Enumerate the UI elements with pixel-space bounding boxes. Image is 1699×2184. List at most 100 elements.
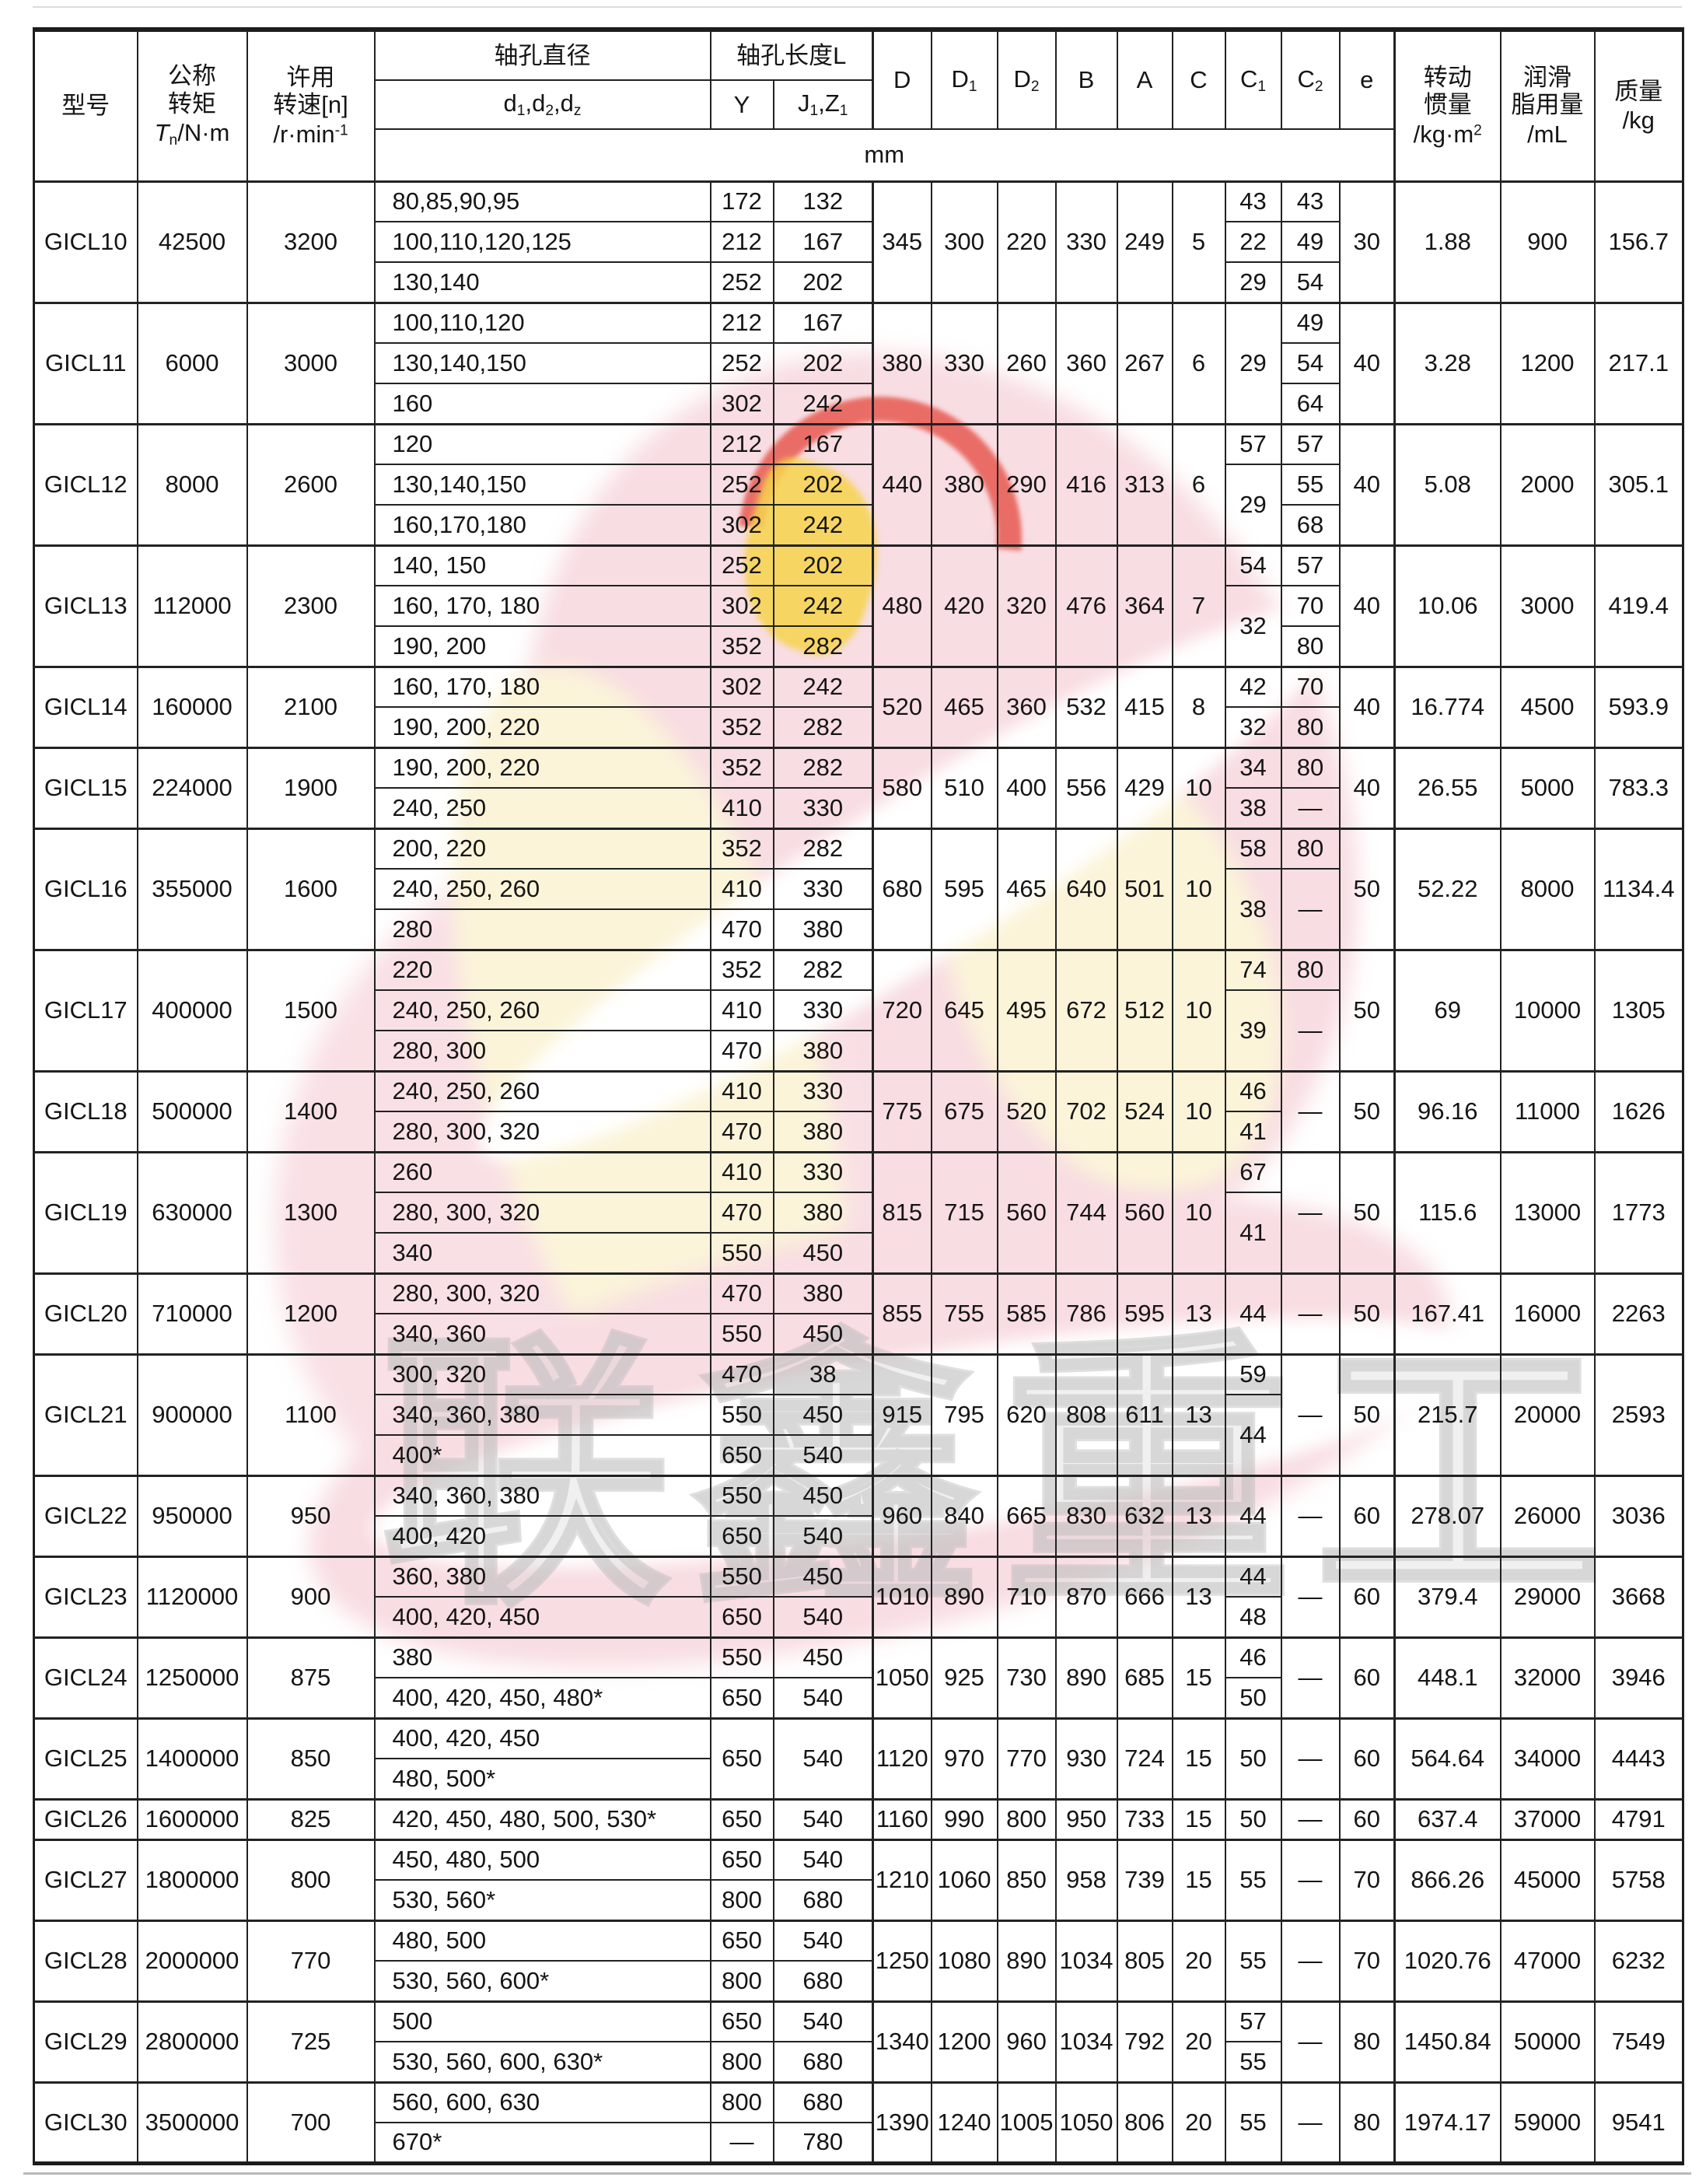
bore-diameter-cell: 480, 500: [373, 1919, 711, 1962]
torque-cell: 710000: [136, 1272, 248, 1355]
th-D1-label: D1: [951, 65, 977, 95]
grease-cell: 8000: [1499, 827, 1596, 950]
dimension-cell: 476: [1054, 544, 1118, 667]
torque-cell: 1120000: [136, 1555, 248, 1638]
bore-diameter-cell: 530, 560*: [373, 1879, 711, 1921]
mass-cell: 217.1: [1593, 301, 1684, 425]
th-C2: C2: [1280, 29, 1341, 130]
dimension-cell: 420: [930, 544, 998, 667]
dimension-cell: 800: [996, 1797, 1057, 1840]
C1-cell: 50: [1224, 1717, 1282, 1800]
dimension-cell: 380: [930, 422, 998, 546]
inertia-cell: 1974.17: [1393, 2081, 1501, 2164]
model-cell: GICL22: [33, 1474, 138, 1557]
length-Y-cell: 650: [709, 1838, 774, 1881]
torque-cell: 1600000: [136, 1797, 248, 1840]
table-row: 240, 250, 260 410 330 38—: [34, 868, 1683, 950]
dimension-cell: 870: [1054, 1555, 1118, 1638]
grease-cell: 47000: [1499, 1919, 1596, 2002]
bore-diameter-cell: 80,85,90,95: [373, 180, 711, 222]
e-cell: 60: [1338, 1636, 1396, 1719]
torque-cell: 3500000: [136, 2081, 248, 2164]
C1-cell: 22: [1224, 221, 1282, 263]
length-Y-cell: 800: [709, 2041, 774, 2083]
speed-cell: 1900: [246, 746, 376, 829]
th-inertia-line1: 转动: [1423, 63, 1472, 91]
model-cell: GICL21: [33, 1353, 138, 1476]
bore-diameter-cell: 400, 420, 450, 480*: [373, 1677, 711, 1719]
dimension-cell: 320: [996, 544, 1057, 667]
inertia-cell: 1020.76: [1393, 1919, 1501, 2002]
e-cell: 40: [1338, 301, 1396, 425]
dimension-cell: 580: [872, 746, 932, 829]
e-cell: 50: [1338, 1069, 1396, 1153]
th-C1-label: C1: [1239, 65, 1267, 95]
dimension-cell: 290: [996, 422, 1057, 546]
bore-diameter-cell: 130,140,150: [373, 342, 711, 384]
C1-cell: 41: [1224, 1111, 1282, 1153]
C2-cell: 80: [1280, 706, 1341, 748]
C1-cell: 55: [1224, 2081, 1282, 2164]
dimension-cell: 364: [1116, 544, 1173, 667]
length-Y-cell: 650: [709, 1919, 774, 1962]
inertia-cell: 69: [1393, 948, 1501, 1072]
C2-cell: 43: [1280, 180, 1341, 222]
bore-diameter-cell: 200, 220: [373, 827, 711, 870]
C2-cell: —: [1280, 868, 1341, 950]
dimension-cell: 415: [1116, 665, 1173, 748]
th-bore-diameter: 轴孔直径: [373, 29, 711, 81]
table-row: GICL23 1120000 900 360, 380 550 450 1010 890 710…: [33, 1555, 1684, 1638]
length-JZ-cell: 282: [772, 948, 874, 991]
table-row: 240, 250, 260 410 330 39—: [34, 989, 1683, 1072]
th-inertia-unit: /kg·m2: [1413, 121, 1482, 149]
e-cell: 60: [1338, 1555, 1396, 1638]
dimension-cell: 330: [930, 301, 998, 425]
model-cell: GICL16: [33, 827, 138, 950]
length-Y-cell: 212: [709, 301, 774, 344]
length-JZ-cell: 167: [772, 422, 874, 465]
table-row: 160,170,180 302 242 68: [34, 504, 1683, 546]
bore-diameter-cell: 160, 170, 180: [373, 665, 711, 708]
C2-cell: —: [1280, 1717, 1341, 1800]
speed-cell: 2100: [246, 665, 376, 748]
th-unit-mm-label: mm: [864, 141, 905, 169]
dimension-cell: 465: [930, 665, 998, 748]
table-row: GICL19 630000 1300 260 410 330 815 715 560 744 560…: [33, 1150, 1684, 1274]
length-JZ-cell: 202: [772, 464, 874, 506]
mass-cell: 156.7: [1593, 180, 1684, 303]
dimension-cell: 510: [930, 746, 998, 829]
length-Y-cell: 252: [709, 464, 774, 506]
dimension-cell: 720: [872, 948, 932, 1072]
dimension-cell: 702: [1054, 1069, 1118, 1153]
grease-cell: 3000: [1499, 544, 1596, 667]
speed-cell: 850: [246, 1717, 376, 1800]
C1-cell: 50: [1224, 1677, 1282, 1719]
model-cell: GICL17: [33, 948, 138, 1072]
torque-cell: 500000: [136, 1069, 248, 1153]
length-JZ-cell: 680: [772, 1960, 874, 2002]
mass-cell: 4791: [1593, 1797, 1684, 1840]
C2-cell: 80: [1280, 948, 1341, 991]
torque-cell: 400000: [136, 948, 248, 1072]
table-row: 280, 300, 320 470 380 41: [34, 1192, 1683, 1274]
table-row: GICL13 112000 2300 140, 150 252 202 480 420 320 4…: [33, 544, 1684, 667]
length-JZ-cell: 330: [772, 1150, 874, 1193]
dimension-cell: 806: [1116, 2081, 1173, 2164]
bore-diameter-cell: 560, 600, 630: [373, 2081, 711, 2123]
C1-cell: 29: [1224, 464, 1282, 546]
C1-cell: 55: [1224, 1838, 1282, 1921]
th-torque-line1: 公称: [168, 62, 216, 90]
length-JZ-cell: 380: [772, 1111, 874, 1153]
e-cell: 50: [1338, 1150, 1396, 1274]
table-row: GICL20 710000 1200 280, 300, 320 470 380 855 75…: [33, 1272, 1684, 1355]
dimension-cell: 10: [1171, 827, 1226, 950]
th-speed-line2: 转速[n]: [273, 91, 348, 119]
length-JZ-cell: 242: [772, 383, 874, 425]
dimension-cell: 775: [872, 1069, 932, 1153]
length-Y-cell: 410: [709, 989, 774, 1031]
length-JZ-cell: 202: [772, 544, 874, 586]
th-speed-unit: /r·min-1: [273, 121, 348, 149]
length-JZ-cell: 242: [772, 504, 874, 546]
dimension-cell: 990: [930, 1797, 998, 1840]
length-Y-cell: 212: [709, 221, 774, 263]
